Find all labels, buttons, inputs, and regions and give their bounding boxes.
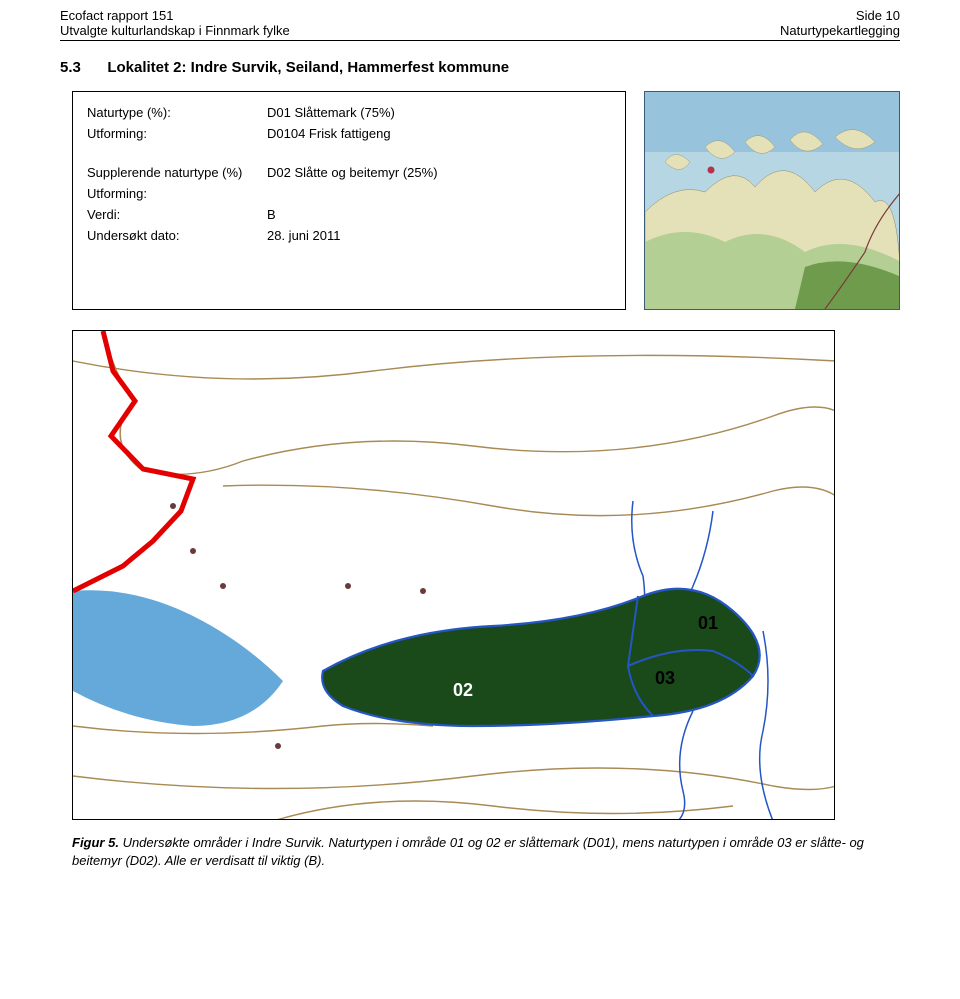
info-value: D02 Slåtte og beitemyr (25%): [267, 162, 438, 183]
info-value: [267, 183, 438, 204]
map-label-03: 03: [655, 668, 675, 688]
header-left-1: Ecofact rapport 151: [60, 8, 290, 23]
area-map-svg: 01 03 02: [73, 331, 835, 820]
info-value: D0104 Frisk fattigeng: [267, 123, 438, 144]
info-value: D01 Slåttemark (75%): [267, 102, 438, 123]
info-label: Verdi:: [87, 204, 267, 225]
info-box: Naturtype (%):D01 Slåttemark (75%) Utfor…: [72, 91, 626, 310]
info-value: 28. juni 2011: [267, 225, 438, 246]
locator-map: [644, 91, 900, 310]
info-label: Undersøkt dato:: [87, 225, 267, 246]
info-label: Naturtype (%):: [87, 102, 267, 123]
info-label: Utforming:: [87, 183, 267, 204]
header-left-2: Utvalgte kulturlandskap i Finnmark fylke: [60, 23, 290, 38]
map-label-02: 02: [453, 680, 473, 700]
header-rule: [60, 40, 900, 41]
info-label: Utforming:: [87, 123, 267, 144]
area-map: 01 03 02: [72, 330, 835, 820]
section-number: 5.3: [60, 59, 81, 76]
page-header: Ecofact rapport 151 Utvalgte kulturlands…: [0, 0, 960, 40]
header-right-1: Side 10: [780, 8, 900, 23]
header-right-2: Naturtypekartlegging: [780, 23, 900, 38]
figure-caption: Figur 5. Undersøkte områder i Indre Surv…: [72, 834, 900, 870]
caption-text: Undersøkte områder i Indre Survik. Natur…: [72, 835, 864, 868]
info-table: Naturtype (%):D01 Slåttemark (75%) Utfor…: [87, 102, 438, 246]
section-title: Lokalitet 2: Indre Survik, Seiland, Hamm…: [107, 59, 509, 76]
caption-fig: Figur 5.: [72, 835, 119, 850]
map-label-01: 01: [698, 613, 718, 633]
info-value: B: [267, 204, 438, 225]
section-heading: 5.3 Lokalitet 2: Indre Survik, Seiland, …: [0, 59, 960, 77]
info-label: Supplerende naturtype (%): [87, 162, 267, 183]
info-spacer: [87, 144, 267, 162]
locator-map-svg: [645, 92, 900, 309]
